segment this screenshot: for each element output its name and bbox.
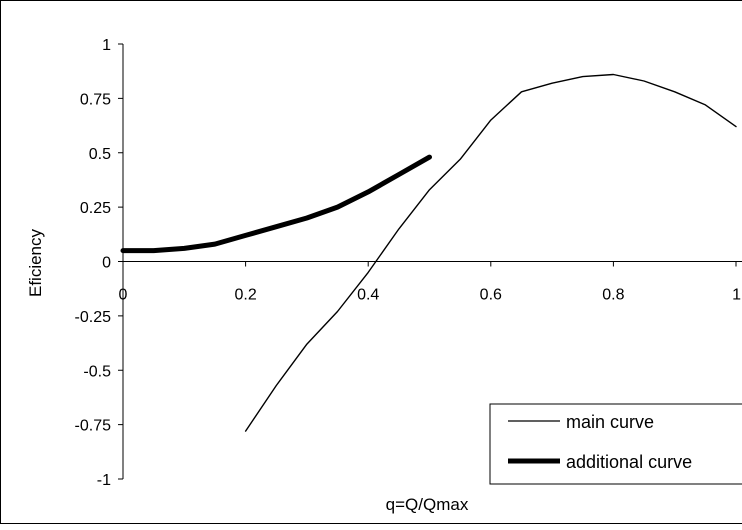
legend: main curve additional curve (490, 404, 742, 484)
y-tick-label: -0.75 (75, 418, 112, 435)
legend-label-additional-curve: additional curve (566, 452, 692, 472)
x-tick-label: 0.8 (602, 287, 624, 304)
y-tick-label: 0 (102, 255, 111, 272)
x-axis-title: q=Q/Qmax (386, 495, 469, 514)
y-tick-label: -1 (97, 472, 111, 489)
y-tick-label: -0.25 (75, 309, 112, 326)
y-tick-label: 0.25 (80, 200, 111, 217)
y-tick-label: 1 (102, 37, 111, 54)
x-tick-label: 1 (732, 287, 741, 304)
x-tick-label: 0.2 (234, 287, 256, 304)
y-tick-label: -0.5 (83, 363, 111, 380)
x-tick-label: 0.4 (357, 287, 379, 304)
y-tick-label: 0.75 (80, 91, 111, 108)
y-axis-title: Eficiency (26, 228, 45, 297)
y-tick-label: 0.5 (89, 146, 111, 163)
x-tick-label: 0.6 (480, 287, 502, 304)
x-tick-label: 0 (119, 287, 128, 304)
legend-label-main-curve: main curve (566, 412, 654, 432)
